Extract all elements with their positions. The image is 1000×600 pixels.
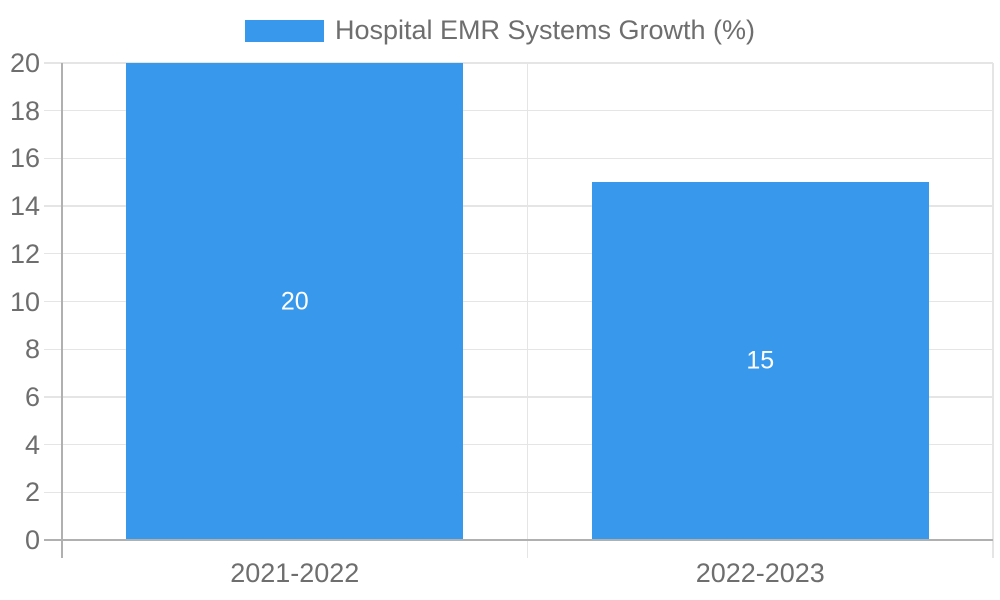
y-tick-label: 8 <box>24 334 40 365</box>
legend-label: Hospital EMR Systems Growth (%) <box>334 15 756 45</box>
y-tick-label: 16 <box>9 143 40 174</box>
x-tick-label: 2021-2022 <box>230 558 360 588</box>
y-tick-mark <box>44 491 62 493</box>
bar-2021-2022[interactable] <box>126 63 464 540</box>
y-tick-mark <box>44 157 62 160</box>
y-tick-label: 0 <box>24 525 40 555</box>
x-axis-baseline <box>62 539 993 541</box>
legend-swatch <box>244 19 324 42</box>
bar-2022-2023[interactable] <box>591 182 929 540</box>
y-tick-label: 10 <box>9 286 40 317</box>
y-tick-mark <box>44 300 62 303</box>
y-tick-label: 20 <box>9 48 40 78</box>
x-gridline <box>526 63 529 558</box>
y-tick-label: 18 <box>9 95 40 126</box>
y-tick-mark <box>44 205 62 207</box>
bar-value-label: 20 <box>280 287 309 315</box>
legend: Hospital EMR Systems Growth (%) <box>0 17 1000 44</box>
bar-value-label: 15 <box>746 346 775 375</box>
y-gridline <box>62 62 993 64</box>
y-tick-mark <box>44 443 62 446</box>
x-gridline <box>992 63 994 558</box>
y-tick-mark <box>44 396 62 398</box>
y-tick-mark <box>44 539 62 541</box>
y-tick-mark <box>44 62 62 64</box>
y-tick-label: 14 <box>9 191 40 222</box>
y-tick-mark <box>44 253 62 255</box>
legend-item[interactable]: Hospital EMR Systems Growth (%) <box>244 15 756 45</box>
x-tick-label: 2022-2023 <box>695 558 825 588</box>
y-tick-mark <box>44 348 62 350</box>
y-tick-mark <box>44 110 62 112</box>
y-tick-label: 6 <box>24 381 40 412</box>
y-tick-label: 4 <box>24 429 40 460</box>
y-axis-line <box>61 63 63 558</box>
y-tick-label: 2 <box>24 477 40 508</box>
y-tick-label: 12 <box>9 238 40 269</box>
